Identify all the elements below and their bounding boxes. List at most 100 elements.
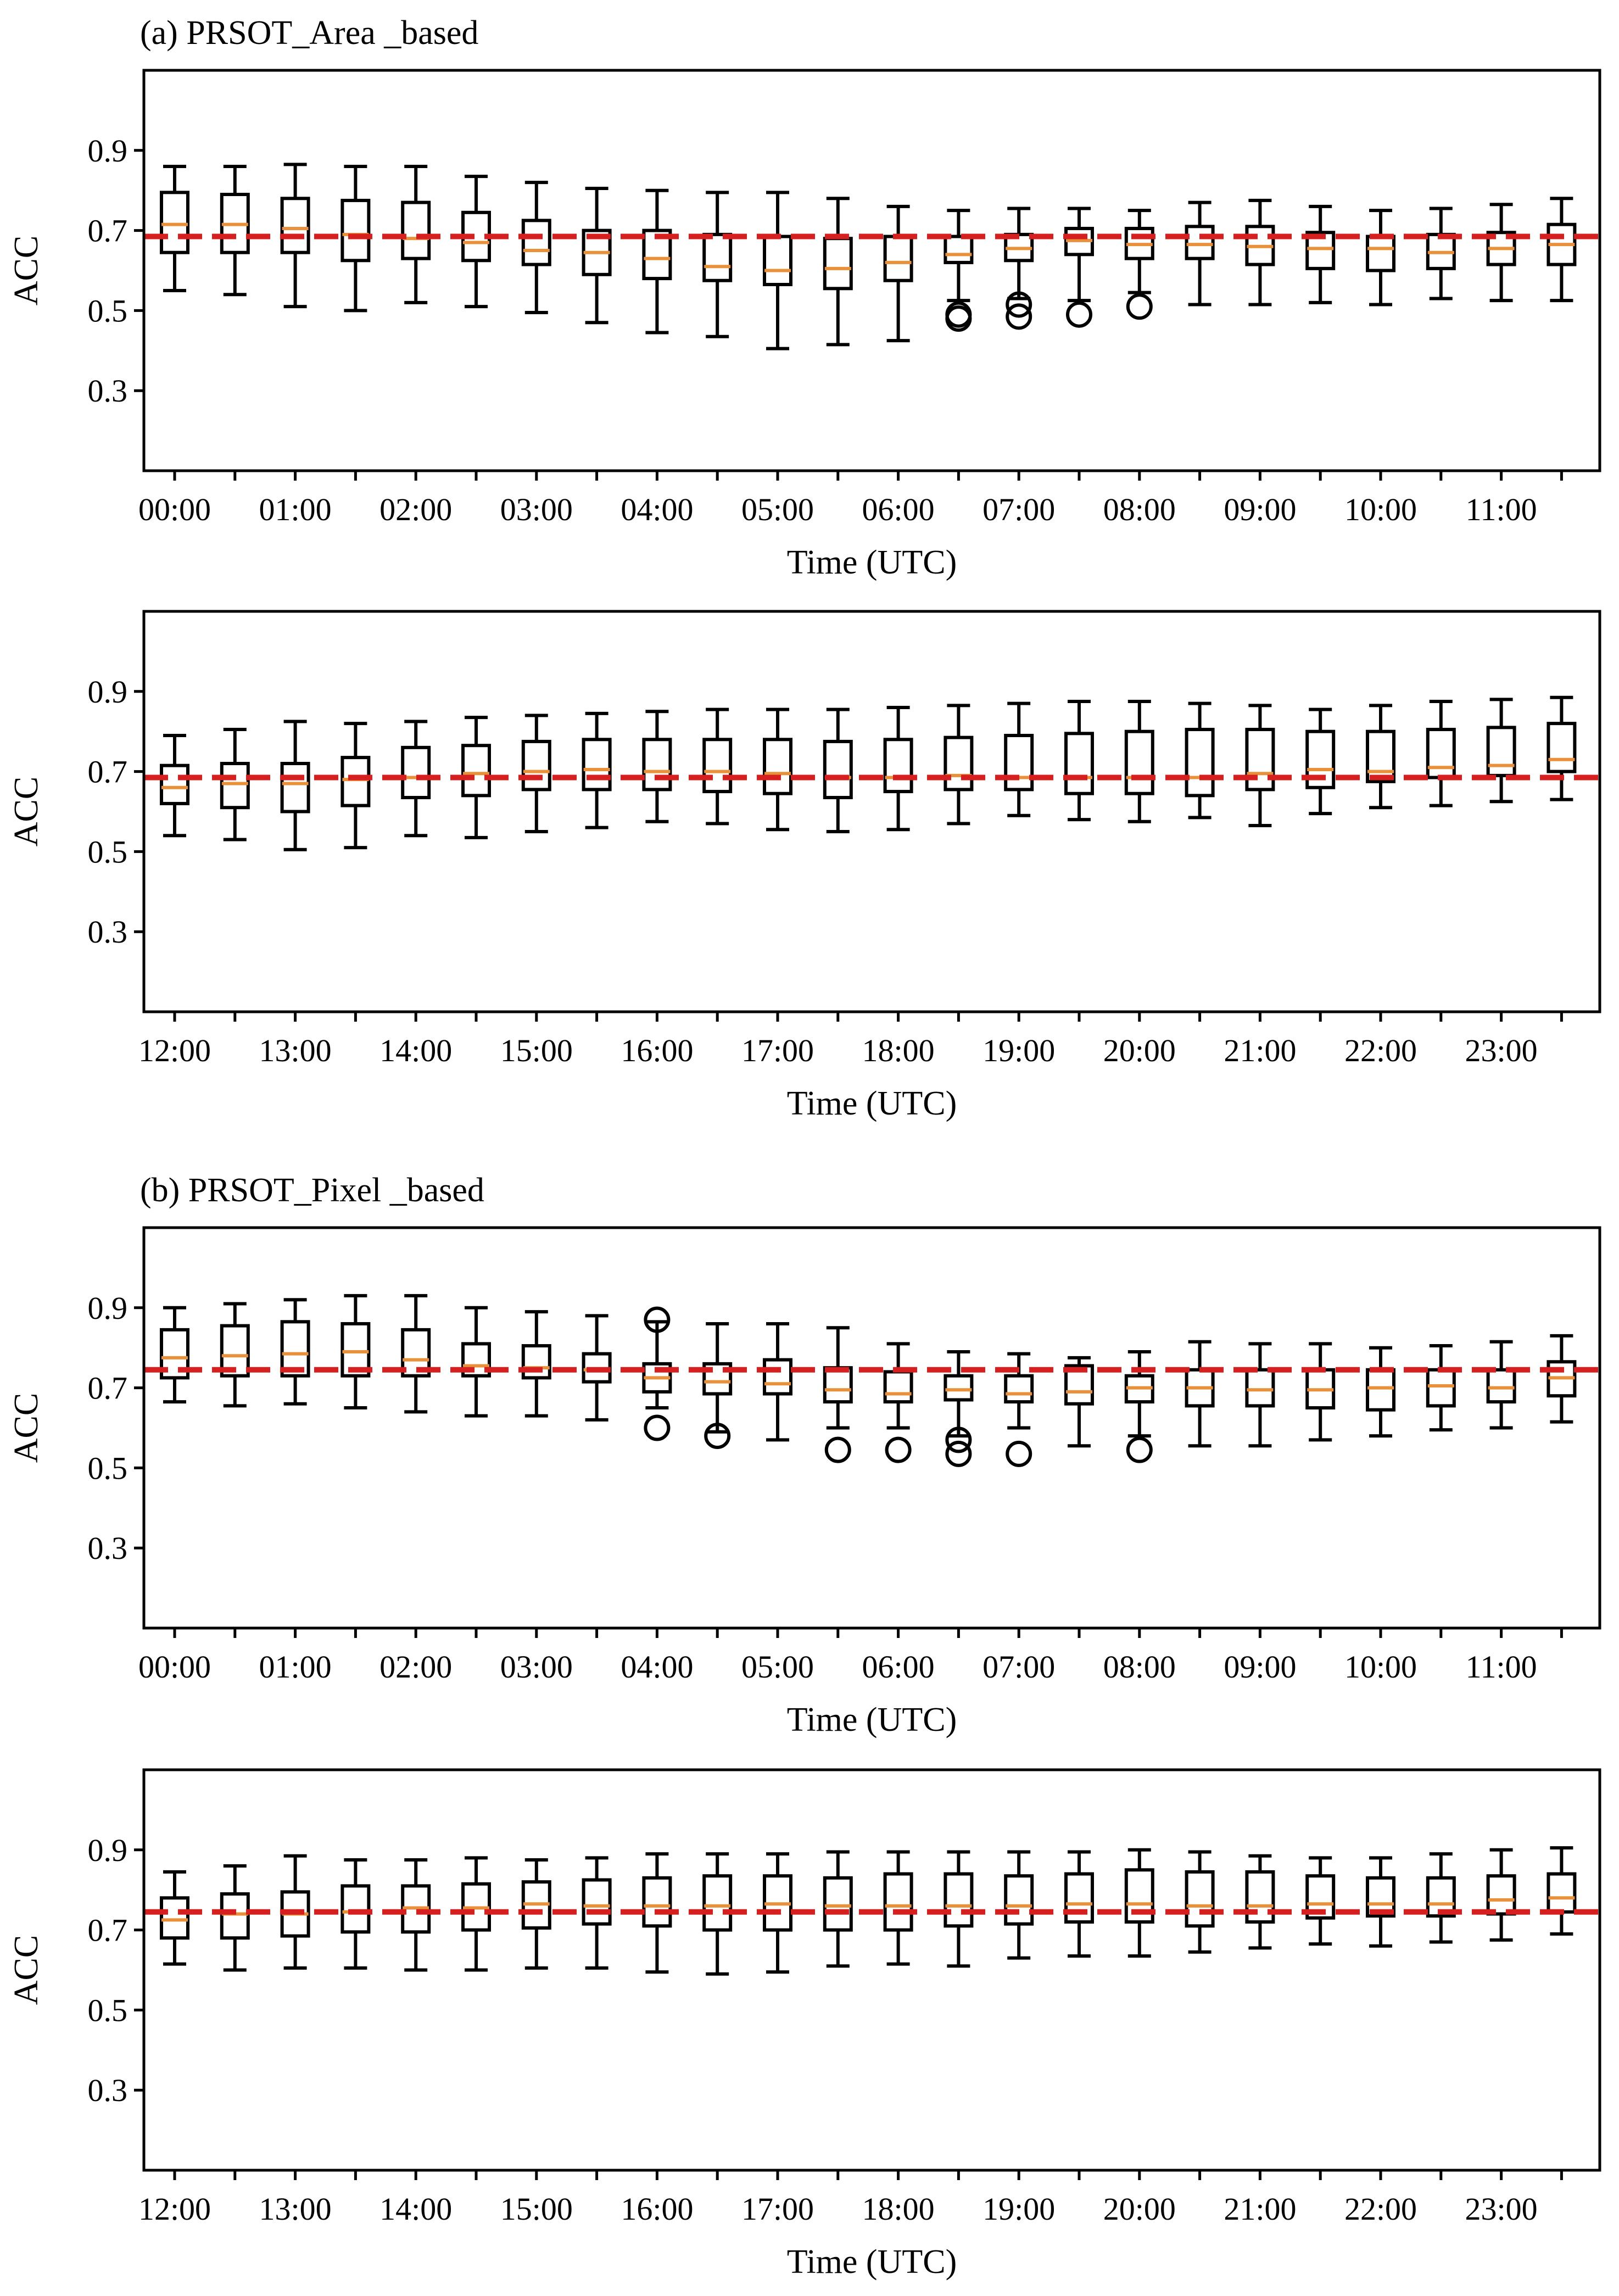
box-2 — [220, 1302, 250, 1408]
x-tick-label: 20:00 — [1103, 1033, 1176, 1068]
box-24 — [1547, 1334, 1577, 1424]
box-body — [340, 1884, 371, 1934]
x-tick-label: 00:00 — [138, 492, 211, 527]
box-6 — [461, 716, 491, 839]
box-2 — [220, 1864, 250, 1972]
x-tick-label: 18:00 — [862, 2191, 935, 2227]
y-tick-label: 0.5 — [88, 834, 128, 870]
box-body — [1245, 1368, 1275, 1408]
axes-frame — [142, 69, 1601, 472]
box-14 — [944, 1850, 974, 1968]
box-16 — [1064, 700, 1094, 822]
box-8 — [582, 187, 612, 325]
box-23 — [1486, 203, 1516, 303]
box-22 — [1426, 1344, 1456, 1432]
y-tick-label: 0.3 — [88, 2072, 128, 2108]
box-body — [401, 1328, 431, 1378]
box-body — [1245, 1870, 1275, 1924]
box-15 — [1004, 1352, 1034, 1467]
box-23 — [1486, 698, 1516, 804]
x-tick-label: 01:00 — [259, 1649, 332, 1685]
x-tick-label: 15:00 — [500, 1033, 573, 1068]
box-19 — [1245, 198, 1275, 306]
x-tick-label: 02:00 — [379, 492, 452, 527]
box-body — [1305, 231, 1336, 270]
box-body — [702, 232, 733, 282]
y-axis-label: ACC — [8, 777, 45, 846]
box-body — [1004, 1374, 1034, 1404]
box-19 — [1245, 704, 1275, 828]
x-tick-label: 07:00 — [982, 492, 1055, 527]
box-body — [1064, 1364, 1094, 1406]
box-2 — [220, 164, 250, 297]
x-tick-label: 16:00 — [621, 1033, 693, 1068]
box-body — [944, 235, 974, 264]
x-tick-label: 06:00 — [862, 1649, 935, 1685]
box-body — [883, 235, 913, 282]
box-2 — [220, 728, 250, 842]
outlier-point — [704, 1423, 731, 1450]
box-body — [220, 1892, 250, 1940]
x-tick-label: 22:00 — [1344, 2191, 1417, 2227]
box-body — [401, 200, 431, 260]
y-tick-label: 0.5 — [88, 1992, 128, 2028]
x-tick-label: 13:00 — [259, 2191, 332, 2227]
box-18 — [1185, 701, 1215, 820]
box-15 — [1004, 701, 1034, 817]
x-tick-label: 21:00 — [1224, 2191, 1296, 2227]
box-10 — [702, 1322, 733, 1450]
box-body — [823, 237, 853, 291]
box-11 — [763, 191, 792, 350]
box-11 — [763, 707, 792, 832]
outlier-point — [885, 1436, 912, 1463]
box-body — [280, 197, 310, 254]
chart-panel-4: 0.3 0.5 0.7 0.9 12:00 13:00 14:00 15:00 16:00 17:… — [8, 1768, 1601, 2281]
box-body — [521, 219, 551, 266]
y-axis-label: ACC — [8, 1935, 45, 2005]
box-body — [340, 1322, 371, 1378]
box-body — [1185, 1870, 1215, 1928]
box-9 — [642, 188, 672, 335]
x-tick-label: 14:00 — [379, 2191, 452, 2227]
box-body — [1004, 733, 1034, 792]
box-body — [642, 229, 672, 281]
x-tick-label: 09:00 — [1224, 492, 1296, 527]
box-10 — [702, 707, 733, 826]
box-body — [1124, 729, 1154, 795]
box-body — [763, 738, 792, 795]
box-6 — [461, 1306, 491, 1418]
x-tick-label: 00:00 — [138, 1649, 211, 1685]
box-1 — [160, 733, 189, 838]
chart-panel-1: (a) PRSOT_Area _based 0.3 0.5 0.7 0.9 00:00 01… — [8, 14, 1601, 581]
box-21 — [1366, 1856, 1395, 1948]
y-tick-label: 0.5 — [88, 1450, 128, 1486]
x-axis-label: Time (UTC) — [787, 544, 957, 581]
box-12 — [823, 197, 853, 347]
x-tick-label: 04:00 — [621, 1649, 693, 1685]
box-body — [582, 1878, 612, 1926]
box-body — [1426, 728, 1456, 779]
box-body — [1245, 728, 1275, 792]
box-body — [642, 738, 672, 792]
box-24 — [1547, 1846, 1577, 1936]
box-24 — [1547, 197, 1577, 303]
outlier-point — [1006, 303, 1032, 330]
box-16 — [1064, 1850, 1094, 1958]
box-1 — [160, 1306, 189, 1404]
box-17 — [1124, 700, 1154, 823]
box-8 — [582, 711, 612, 829]
x-tick-label: 21:00 — [1224, 1033, 1296, 1068]
box-body — [521, 739, 551, 792]
box-body — [1486, 1368, 1516, 1404]
x-tick-label: 15:00 — [500, 2191, 573, 2227]
box-21 — [1366, 704, 1395, 810]
box-19 — [1245, 1854, 1275, 1950]
box-body — [883, 1872, 913, 1932]
axes-frame — [142, 1226, 1601, 1630]
box-body — [823, 739, 853, 799]
x-tick-label: 07:00 — [982, 1649, 1055, 1685]
box-4 — [340, 164, 371, 313]
panel-label: (b) PRSOT_Pixel _based — [140, 1172, 484, 1209]
x-tick-label: 06:00 — [862, 492, 935, 527]
box-body — [702, 1874, 733, 1932]
